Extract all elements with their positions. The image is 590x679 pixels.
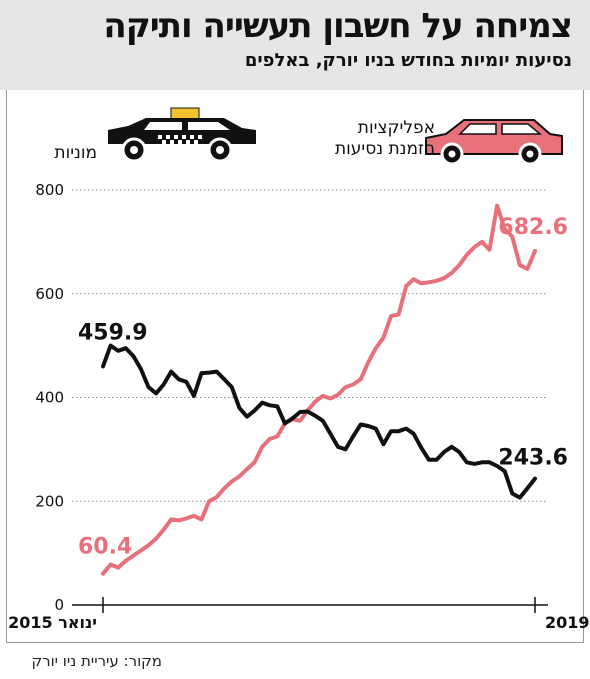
grid [72,189,548,606]
chart-panel [6,90,584,643]
x-tick-label-start: ינואר 2015 [8,613,97,632]
legend-apps: אפליקציות הזמנת נסיעות [335,118,435,160]
car-icon [425,119,563,166]
y-tick-label: 0 [54,596,64,614]
legend-apps-line2: הזמנת נסיעות [334,139,435,159]
taxi-icon [108,107,256,163]
legend-taxis: מוניות [54,143,97,164]
chart-title: צמיחה על חשבון תעשייה ותיקה [103,6,573,46]
end-label-apps: 682.6 [498,215,568,240]
series-line-apps [101,203,537,576]
chart-header: צמיחה על חשבון תעשייה ותיקה נסיעות יומיו… [0,0,590,90]
start-label-taxis: 459.9 [78,320,148,345]
end-label-taxis: 243.6 [498,446,568,471]
series-line-taxis [101,343,537,500]
y-tick-label: 600 [35,285,64,303]
chart-subtitle: נסיעות יומיות בחודש בניו יורק, באלפים [244,50,572,71]
y-tick-label: 800 [35,181,64,199]
y-tick-label: 200 [35,492,64,510]
x-tick-label-end: אוקטובר 2019 [545,613,590,632]
legend-taxis-label: מוניות [54,143,97,163]
data-labels: 682.6 60.4 243.6 459.9 [78,215,568,560]
source-note: מקור: עיריית ניו יורק [31,652,162,670]
y-tick-label: 400 [35,389,64,407]
start-label-apps: 60.4 [78,535,132,560]
series-lines [101,203,537,576]
y-axis: 0 200 400 600 800 [35,181,64,614]
legend-apps-line1: אפליקציות [357,118,435,138]
x-axis: ינואר 2015 אוקטובר 2019 [8,597,590,632]
